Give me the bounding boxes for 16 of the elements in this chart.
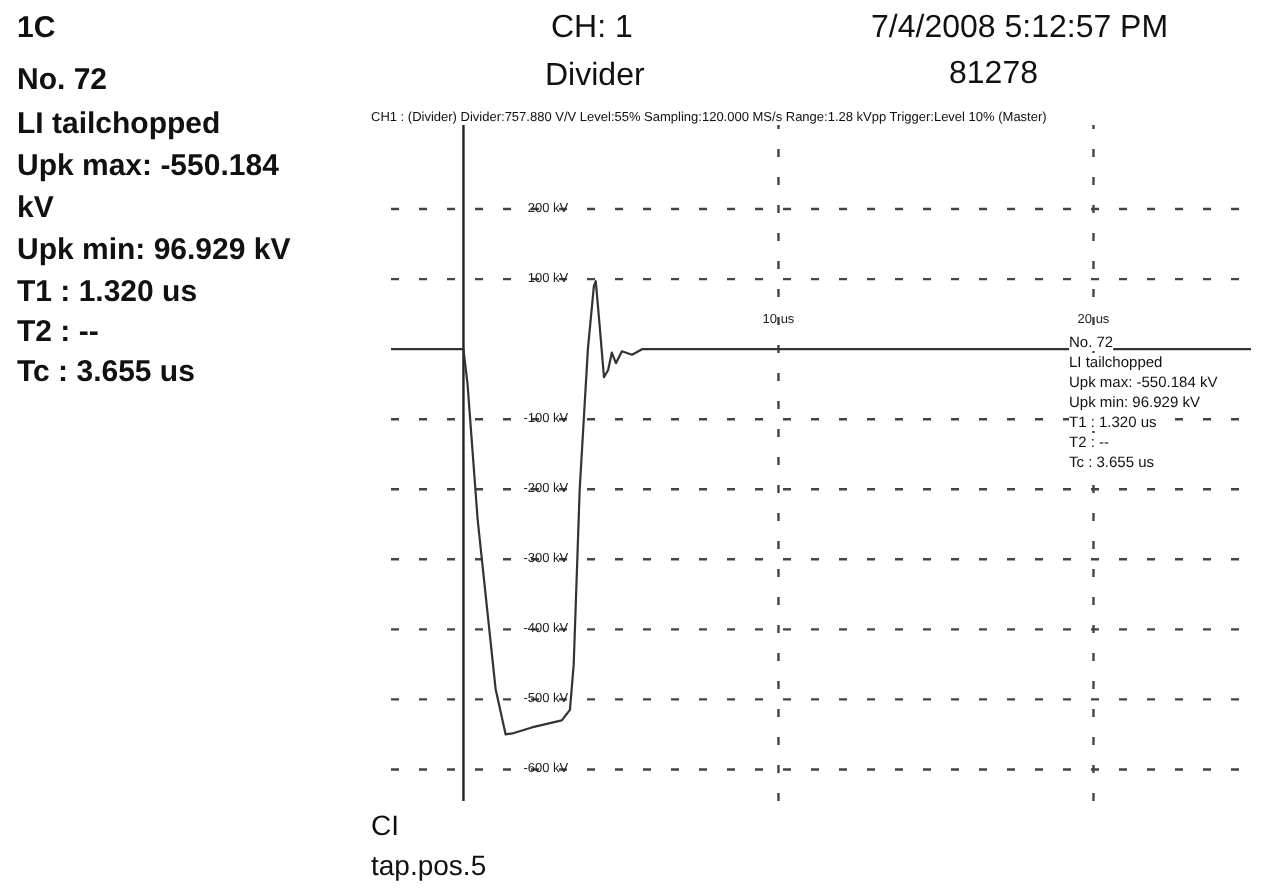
text: CH: 1 (551, 11, 633, 45)
text: Upk max: -550.184 (17, 149, 281, 183)
text: LI tailchopped (17, 107, 221, 141)
text: Upk min: 96.929 kV (17, 233, 291, 267)
text: 81278 (949, 57, 1039, 91)
line-series (389, 280, 1253, 736)
text: 7/4/2008 5:12:57 PM (871, 11, 1169, 45)
text: No. 72 (17, 63, 108, 97)
text: T2 : -- (17, 315, 99, 349)
text: tap.pos.5 (371, 849, 487, 881)
text: CI (371, 809, 399, 841)
text: T1 : 1.320 us (17, 275, 198, 309)
text: kV (17, 191, 54, 225)
text: 1C (17, 11, 56, 45)
text: Divider (545, 59, 646, 93)
text: Tc : 3.655 us (17, 355, 195, 389)
